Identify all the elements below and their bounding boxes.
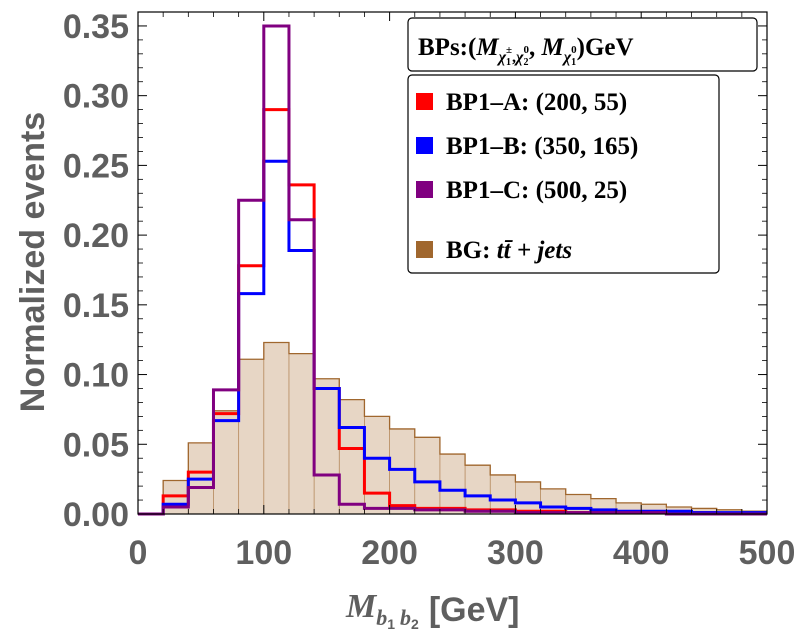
legend-entries-box <box>407 74 720 274</box>
y-tick-label: 0.20 <box>63 217 129 255</box>
y-tick-label: 0.30 <box>63 78 129 116</box>
x-tick-label: 100 <box>235 534 292 572</box>
legend-swatch-bg <box>416 241 433 258</box>
y-tick-label: 0.15 <box>63 287 129 325</box>
x-tick-label: 300 <box>487 534 544 572</box>
y-tick-label: 0.05 <box>63 426 129 464</box>
x-tick-label: 500 <box>739 534 796 572</box>
x-axis-title: Mb1 b2 [GeV] <box>345 588 520 630</box>
series-fill-bg <box>138 342 767 514</box>
legend-label-bp1c: BP1–C: (500, 25) <box>446 177 627 204</box>
legend-swatch-bp1b <box>416 137 433 154</box>
y-tick-label: 0.35 <box>63 8 129 46</box>
legend-label-bg: BG: tt̄ + jets <box>446 237 572 264</box>
y-tick-label: 0.25 <box>63 147 129 185</box>
x-tick-label: 400 <box>613 534 670 572</box>
x-tick-label: 200 <box>361 534 418 572</box>
y-tick-label: 0.10 <box>63 357 129 395</box>
y-tick-label: 0.00 <box>63 496 129 534</box>
x-tick-label: 0 <box>129 534 148 572</box>
legend-label-bp1b: BP1–B: (350, 165) <box>446 133 638 160</box>
y-axis-title: Normalized events <box>14 112 52 412</box>
legend-swatch-bp1a <box>416 93 433 110</box>
legend: BPs:(Mχ1±,χ20, Mχ10)GeV BP1–A: (200, 55)… <box>407 17 758 274</box>
legend-label-bp1a: BP1–A: (200, 55) <box>446 89 627 116</box>
legend-swatch-bp1c <box>416 181 433 198</box>
legend-header-box <box>407 17 758 72</box>
series-line-bg <box>138 341 767 515</box>
legend-header-text: BPs:(Mχ1±,χ20, Mχ10)GeV <box>418 34 634 68</box>
